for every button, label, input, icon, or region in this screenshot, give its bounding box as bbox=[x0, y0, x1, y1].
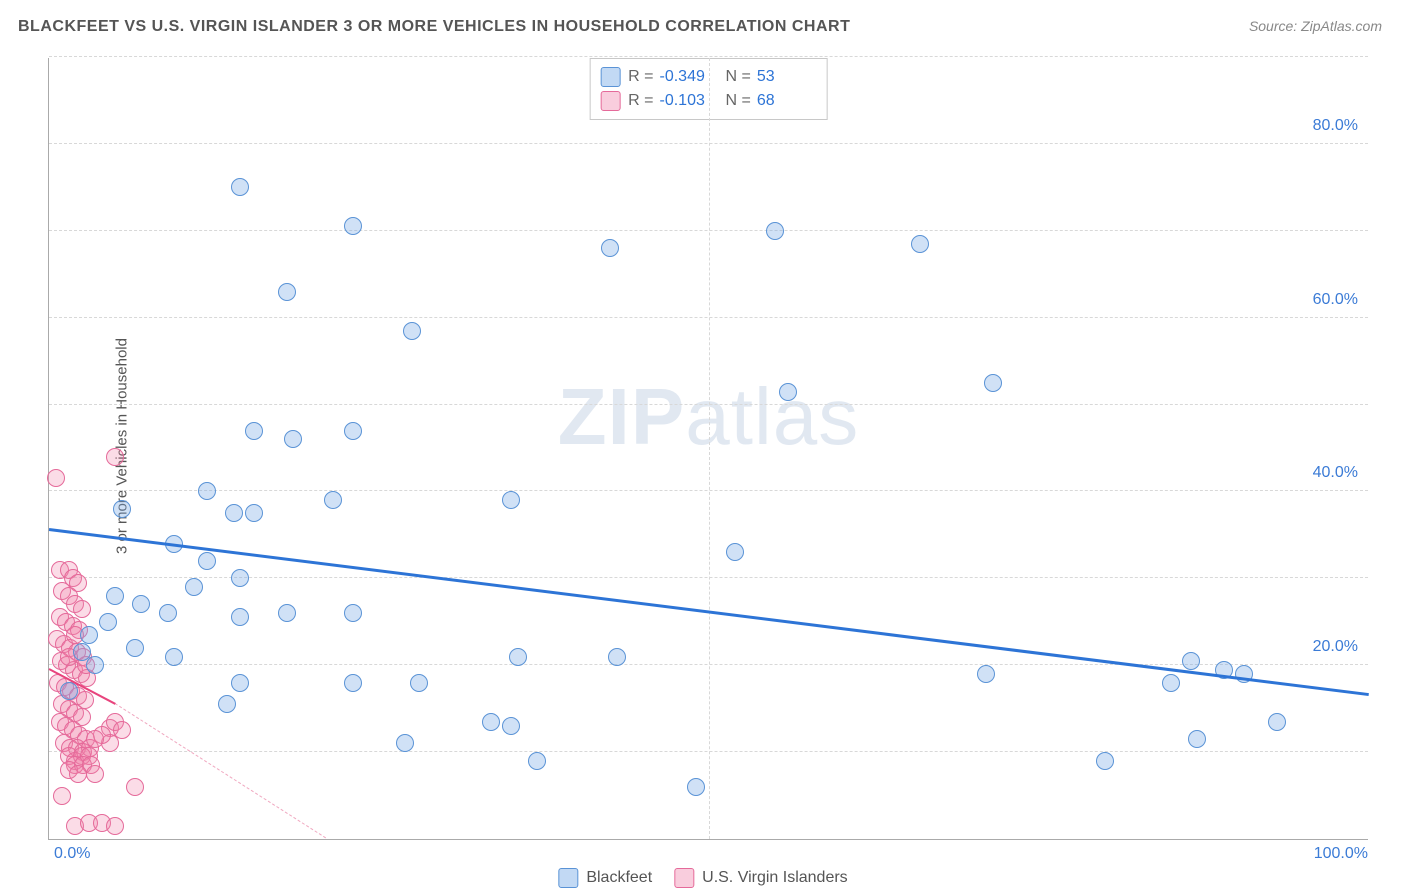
scatter-point bbox=[231, 569, 249, 587]
scatter-point bbox=[482, 713, 500, 731]
y-tick-label: 60.0% bbox=[1313, 291, 1358, 309]
scatter-point bbox=[245, 504, 263, 522]
chart-title: BLACKFEET VS U.S. VIRGIN ISLANDER 3 OR M… bbox=[18, 18, 850, 36]
legend-label: U.S. Virgin Islanders bbox=[702, 869, 848, 887]
swatch-blue bbox=[558, 868, 578, 888]
scatter-point bbox=[132, 595, 150, 613]
scatter-point bbox=[198, 482, 216, 500]
scatter-point bbox=[344, 422, 362, 440]
scatter-point bbox=[509, 648, 527, 666]
scatter-point bbox=[225, 504, 243, 522]
stat-n-label: N = bbox=[726, 92, 751, 110]
scatter-point bbox=[126, 639, 144, 657]
stat-r-label: R = bbox=[628, 92, 653, 110]
scatter-point bbox=[344, 604, 362, 622]
scatter-point bbox=[984, 374, 1002, 392]
scatter-point bbox=[99, 613, 117, 631]
x-tick-label: 100.0% bbox=[1314, 845, 1368, 863]
scatter-point bbox=[113, 721, 131, 739]
scatter-point bbox=[502, 717, 520, 735]
scatter-point bbox=[106, 587, 124, 605]
stat-n-value: 53 bbox=[757, 68, 817, 86]
legend-item: Blackfeet bbox=[558, 868, 652, 888]
y-tick-label: 40.0% bbox=[1313, 464, 1358, 482]
scatter-point bbox=[396, 734, 414, 752]
legend-label: Blackfeet bbox=[586, 869, 652, 887]
swatch-blue bbox=[600, 67, 620, 87]
scatter-point bbox=[231, 608, 249, 626]
scatter-point bbox=[80, 626, 98, 644]
scatter-point bbox=[106, 448, 124, 466]
source-credit: Source: ZipAtlas.com bbox=[1249, 18, 1382, 34]
scatter-point bbox=[502, 491, 520, 509]
scatter-point bbox=[766, 222, 784, 240]
scatter-point bbox=[410, 674, 428, 692]
scatter-point bbox=[165, 648, 183, 666]
scatter-point bbox=[1268, 713, 1286, 731]
scatter-point bbox=[245, 422, 263, 440]
scatter-point bbox=[344, 217, 362, 235]
stat-r-value: -0.349 bbox=[660, 68, 720, 86]
scatter-point bbox=[608, 648, 626, 666]
scatter-point bbox=[231, 178, 249, 196]
series-legend: Blackfeet U.S. Virgin Islanders bbox=[558, 868, 847, 888]
scatter-point bbox=[528, 752, 546, 770]
scatter-point bbox=[126, 778, 144, 796]
scatter-point bbox=[69, 765, 87, 783]
scatter-point bbox=[47, 469, 65, 487]
stat-n-label: N = bbox=[726, 68, 751, 86]
y-tick-label: 80.0% bbox=[1313, 117, 1358, 135]
scatter-point bbox=[1182, 652, 1200, 670]
scatter-point bbox=[687, 778, 705, 796]
scatter-point bbox=[86, 730, 104, 748]
scatter-point bbox=[106, 817, 124, 835]
scatter-point bbox=[284, 430, 302, 448]
scatter-point bbox=[278, 283, 296, 301]
scatter-point bbox=[1188, 730, 1206, 748]
scatter-point bbox=[218, 695, 236, 713]
scatter-point bbox=[86, 656, 104, 674]
scatter-point bbox=[60, 682, 78, 700]
scatter-point bbox=[159, 604, 177, 622]
scatter-point bbox=[911, 235, 929, 253]
scatter-point bbox=[113, 500, 131, 518]
scatter-point bbox=[403, 322, 421, 340]
scatter-point bbox=[86, 765, 104, 783]
vertical-gridline bbox=[709, 58, 710, 839]
scatter-plot-area: ZIPatlas R = -0.349 N = 53 R = -0.103 N … bbox=[48, 58, 1368, 840]
y-tick-label: 20.0% bbox=[1313, 638, 1358, 656]
stat-r-label: R = bbox=[628, 68, 653, 86]
scatter-point bbox=[726, 543, 744, 561]
scatter-point bbox=[324, 491, 342, 509]
swatch-pink bbox=[674, 868, 694, 888]
scatter-point bbox=[185, 578, 203, 596]
scatter-point bbox=[198, 552, 216, 570]
swatch-pink bbox=[600, 91, 620, 111]
stat-r-value: -0.103 bbox=[660, 92, 720, 110]
scatter-point bbox=[344, 674, 362, 692]
scatter-point bbox=[231, 674, 249, 692]
x-tick-label: 0.0% bbox=[54, 845, 90, 863]
scatter-point bbox=[1096, 752, 1114, 770]
legend-item: U.S. Virgin Islanders bbox=[674, 868, 848, 888]
scatter-point bbox=[977, 665, 995, 683]
scatter-point bbox=[278, 604, 296, 622]
scatter-point bbox=[1162, 674, 1180, 692]
trend-line bbox=[115, 703, 327, 839]
stat-n-value: 68 bbox=[757, 92, 817, 110]
scatter-point bbox=[73, 600, 91, 618]
scatter-point bbox=[601, 239, 619, 257]
scatter-point bbox=[779, 383, 797, 401]
scatter-point bbox=[53, 787, 71, 805]
horizontal-gridline bbox=[49, 56, 1368, 57]
